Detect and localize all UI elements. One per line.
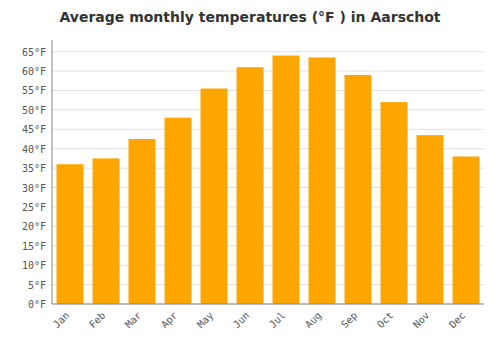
bar (381, 102, 408, 304)
y-axis-line (52, 40, 53, 304)
y-tick-label: 0°F (28, 299, 46, 310)
grid-line (52, 71, 484, 72)
grid-line (52, 129, 484, 130)
chart-container: Average monthly temperatures (°F ) in Aa… (0, 0, 500, 350)
x-axis-line (52, 304, 484, 305)
bar (165, 118, 192, 304)
bar (237, 67, 264, 304)
y-tick-label: 65°F (22, 47, 46, 58)
bar (273, 56, 300, 304)
x-tick-label: May (195, 310, 216, 331)
y-grid: 0°F 5°F 10°F 15°F 20°F 25°F 30°F 35°F 40°F 45°F 50… (22, 47, 484, 310)
y-tick-label: 55°F (22, 85, 46, 96)
x-tick-label: Apr (159, 310, 180, 331)
title: Average monthly temperatures (°F ) in Aa… (59, 9, 440, 25)
y-tick-label: 10°F (22, 260, 46, 271)
bar (201, 89, 228, 304)
grid-line (52, 304, 484, 305)
grid-line (52, 90, 484, 91)
bar (345, 75, 372, 304)
x-tick-label: Mar (123, 310, 144, 331)
x-tick-label: Aug (303, 310, 324, 331)
y-tick-label: 60°F (22, 66, 46, 77)
bar (129, 139, 156, 304)
x-tick-labels: Jan Feb Mar Apr May Jun Jul Aug Sep Oct Nov Dec (51, 310, 468, 331)
x-tick-label: Feb (87, 310, 108, 331)
y-tick-label: 30°F (22, 183, 46, 194)
y-tick-label: 35°F (22, 163, 46, 174)
bar (309, 57, 336, 304)
y-tick-label: 45°F (22, 124, 46, 135)
x-tick-label: Nov (411, 310, 432, 331)
x-tick-label: Jul (267, 310, 288, 331)
x-tick-label: Oct (375, 310, 396, 331)
x-tick-label: Sep (339, 310, 360, 331)
chart-svg: Average monthly temperatures (°F ) in Aa… (0, 0, 500, 350)
x-tick-label: Jan (51, 310, 72, 331)
x-tick-label: Dec (447, 310, 468, 331)
y-tick-label: 15°F (22, 241, 46, 252)
x-tick-label: Jun (231, 310, 252, 331)
y-tick-label: 20°F (22, 221, 46, 232)
grid-line (52, 51, 484, 52)
grid-line (52, 109, 484, 110)
y-tick-label: 5°F (28, 280, 46, 291)
bar (417, 135, 444, 304)
y-tick-label: 50°F (22, 105, 46, 116)
bars (57, 56, 480, 304)
bar (93, 158, 120, 304)
y-tick-label: 40°F (22, 144, 46, 155)
bar (453, 156, 480, 304)
y-tick-label: 25°F (22, 202, 46, 213)
bar (57, 164, 84, 304)
